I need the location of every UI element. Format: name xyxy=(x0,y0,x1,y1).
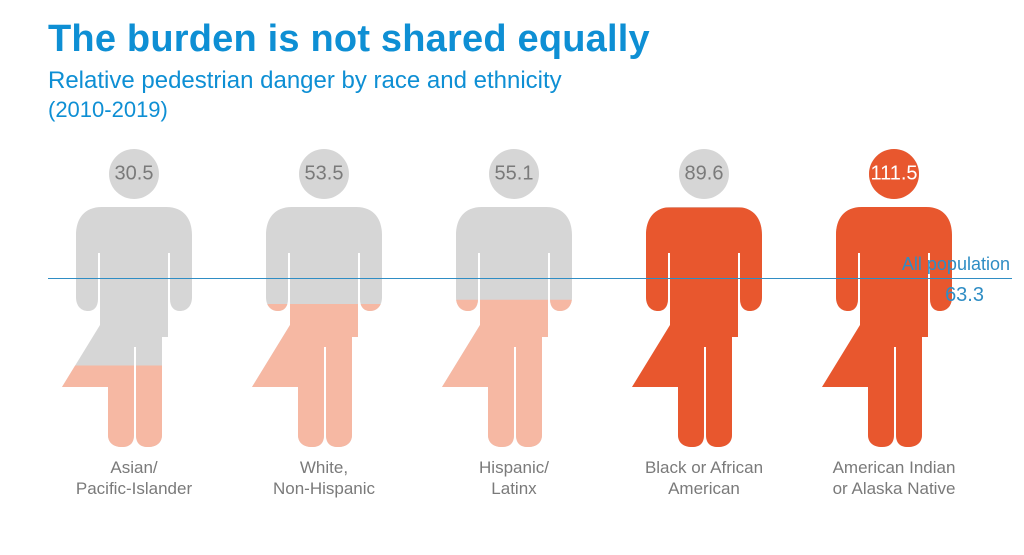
figure-value: 53.5 xyxy=(305,163,344,186)
figure-value: 89.6 xyxy=(685,163,724,186)
figure-head: 55.1 xyxy=(489,149,539,199)
pictogram-figure: 89.6 Black or AfricanAmerican xyxy=(624,149,784,519)
figure-head: 111.5 xyxy=(869,149,919,199)
figure-body xyxy=(434,207,594,447)
pictogram-figure: 55.1 Hispanic/Latinx xyxy=(434,149,594,519)
figure-body xyxy=(54,207,214,447)
figure-body xyxy=(244,207,404,447)
category-label: Black or AfricanAmerican xyxy=(645,457,763,500)
figure-value: 30.5 xyxy=(115,163,154,186)
figure-head: 53.5 xyxy=(299,149,349,199)
figure-head: 30.5 xyxy=(109,149,159,199)
chart-subtitle: Relative pedestrian danger by race and e… xyxy=(48,67,976,95)
chart-year-range: (2010-2019) xyxy=(48,97,976,123)
category-label: White,Non-Hispanic xyxy=(273,457,375,500)
pictogram-figure: 111.5 American Indianor Alaska Native xyxy=(814,149,974,519)
pictogram-chart: 30.5 Asian/Pacific-Islander 53.5 White,N… xyxy=(48,149,976,519)
category-label: Asian/Pacific-Islander xyxy=(76,457,192,500)
baseline-label: All population xyxy=(902,254,1010,275)
pictogram-figure: 30.5 Asian/Pacific-Islander xyxy=(54,149,214,519)
category-label: Hispanic/Latinx xyxy=(479,457,549,500)
chart-title: The burden is not shared equally xyxy=(48,18,976,61)
baseline-value: 63.3 xyxy=(945,284,984,307)
pictogram-figure: 53.5 White,Non-Hispanic xyxy=(244,149,404,519)
figure-body xyxy=(814,207,974,447)
figure-value: 55.1 xyxy=(495,163,534,186)
figure-head: 89.6 xyxy=(679,149,729,199)
figure-body xyxy=(624,207,784,447)
figure-value: 111.5 xyxy=(870,163,917,186)
category-label: American Indianor Alaska Native xyxy=(833,457,956,500)
baseline-marker: All population 63.3 xyxy=(48,278,1012,279)
